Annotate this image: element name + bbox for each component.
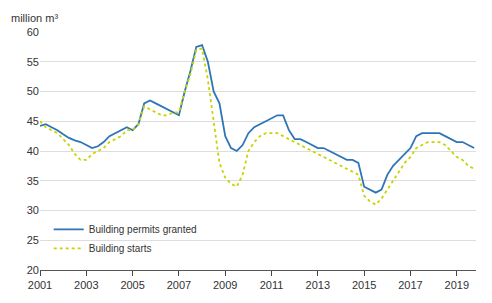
- svg-text:35: 35: [27, 175, 39, 187]
- svg-text:2003: 2003: [74, 279, 98, 291]
- svg-text:2005: 2005: [120, 279, 144, 291]
- svg-text:2007: 2007: [167, 279, 191, 291]
- svg-text:2015: 2015: [352, 279, 376, 291]
- svg-text:20: 20: [27, 264, 39, 276]
- svg-text:2013: 2013: [306, 279, 330, 291]
- svg-text:Building starts: Building starts: [89, 243, 152, 254]
- svg-text:50: 50: [27, 85, 39, 97]
- svg-text:2011: 2011: [260, 279, 284, 291]
- svg-text:25: 25: [27, 234, 39, 246]
- svg-text:2009: 2009: [213, 279, 237, 291]
- svg-text:Building permits granted: Building permits granted: [89, 224, 197, 235]
- svg-text:30: 30: [27, 204, 39, 216]
- svg-text:2001: 2001: [28, 279, 52, 291]
- svg-text:55: 55: [27, 56, 39, 68]
- svg-text:45: 45: [27, 115, 39, 127]
- svg-text:2017: 2017: [398, 279, 422, 291]
- svg-text:40: 40: [27, 145, 39, 157]
- svg-text:million m³: million m³: [11, 12, 58, 24]
- svg-text:2019: 2019: [445, 279, 469, 291]
- svg-text:60: 60: [27, 26, 39, 38]
